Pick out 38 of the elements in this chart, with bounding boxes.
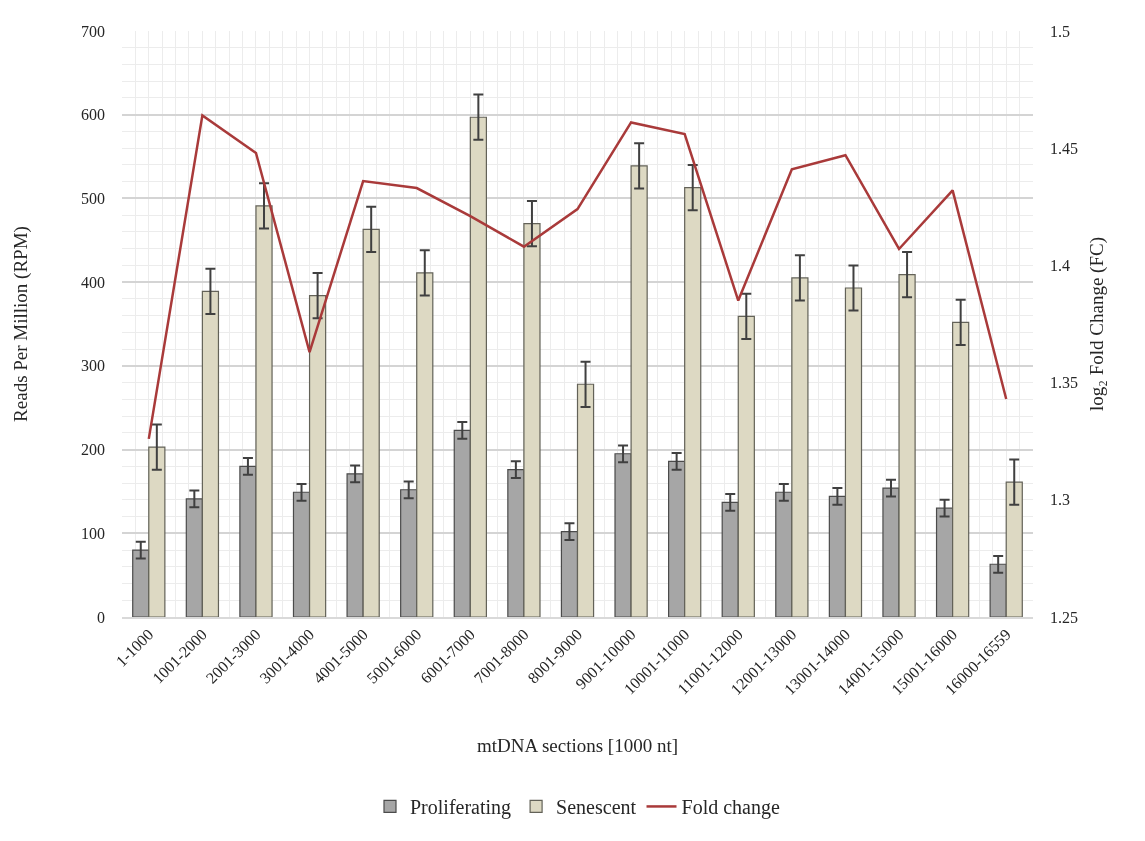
bar: [791, 277, 809, 617]
bar: [255, 205, 273, 617]
y-tick-label: 700: [81, 22, 105, 40]
y-tick-label: 500: [81, 190, 105, 208]
y2-tick-label: 1.4: [1050, 257, 1070, 274]
y-tick-label: 300: [81, 357, 105, 375]
bar: [148, 446, 166, 617]
y2-tick-label: 1.3: [1050, 491, 1070, 509]
bar: [737, 315, 755, 617]
bar: [576, 383, 595, 617]
y2-tick-label: 1.25: [1050, 608, 1078, 626]
y-axis-title: Reads Per Million (RPM): [9, 226, 32, 422]
legend-label: Senescent: [556, 796, 637, 819]
y2-tick-label: 1.45: [1050, 139, 1078, 157]
bar: [523, 222, 541, 617]
bar: [630, 165, 648, 617]
bar: [952, 321, 970, 617]
bar: [201, 290, 220, 617]
legend-label: Fold change: [681, 796, 780, 820]
y-tick-label: 400: [81, 273, 105, 291]
bar: [898, 274, 916, 617]
y2-tick-label: 1.35: [1050, 374, 1078, 392]
y-tick-label: 0: [97, 608, 105, 626]
y2-axis-title: log₂ Fold Change (FC): [1085, 237, 1108, 411]
x-axis-title: mtDNA sections [1000 nt]: [476, 735, 679, 757]
bar: [844, 287, 863, 617]
bar: [684, 186, 702, 617]
y-tick-label: 600: [81, 106, 105, 124]
bar: [469, 116, 487, 617]
line-series: [147, 114, 1008, 441]
bar: [308, 294, 327, 617]
y-tick-label: 100: [81, 524, 105, 542]
bar: [362, 228, 380, 617]
y-tick-label: 200: [81, 441, 105, 459]
bar: [1005, 481, 1023, 617]
bar: [416, 272, 434, 617]
y2-tick-label: 1.5: [1050, 22, 1070, 40]
legend-label: Proliferating: [410, 796, 512, 820]
